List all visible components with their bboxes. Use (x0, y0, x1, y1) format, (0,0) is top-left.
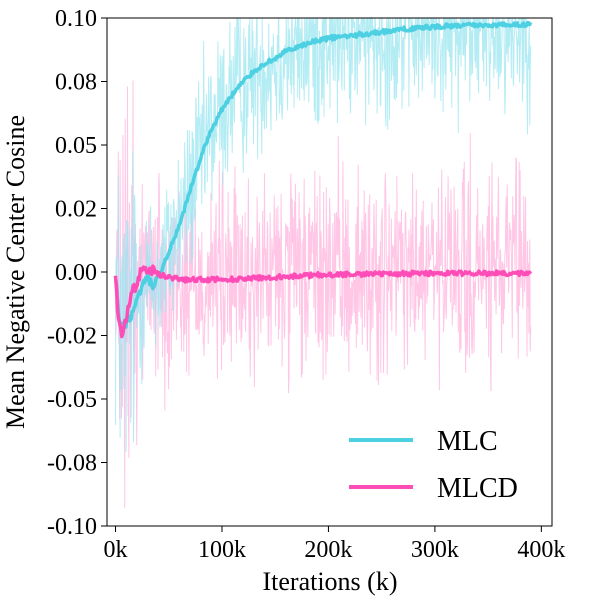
x-tick-label: 200k (304, 537, 352, 563)
legend: MLC MLCD (349, 426, 518, 504)
x-tick-label: 0k (104, 537, 128, 563)
x-axis: 0k 100k 200k 300k 400k (104, 526, 566, 563)
y-axis-label: Mean Negative Center Cosine (1, 115, 30, 429)
y-tick-label: 0.00 (55, 260, 97, 286)
y-tick-label: 0.02 (55, 197, 97, 223)
y-tick-label: 0.08 (55, 70, 97, 96)
y-axis: -0.10 -0.08 -0.05 -0.02 0.00 0.02 0.05 0.08 0.10 (47, 6, 107, 540)
x-tick-label: 400k (517, 537, 565, 563)
y-tick-label: 0.10 (55, 6, 97, 32)
y-tick-label: -0.05 (47, 387, 97, 413)
legend-label: MLCD (437, 473, 518, 504)
legend-label: MLC (437, 426, 498, 457)
x-tick-label: 300k (411, 537, 459, 563)
y-tick-label: -0.02 (47, 324, 97, 350)
x-tick-label: 100k (198, 537, 246, 563)
y-tick-label: -0.10 (47, 514, 97, 540)
y-tick-label: -0.08 (47, 451, 97, 477)
x-axis-label: Iterations (k) (262, 567, 397, 596)
y-tick-label: 0.05 (55, 133, 97, 159)
